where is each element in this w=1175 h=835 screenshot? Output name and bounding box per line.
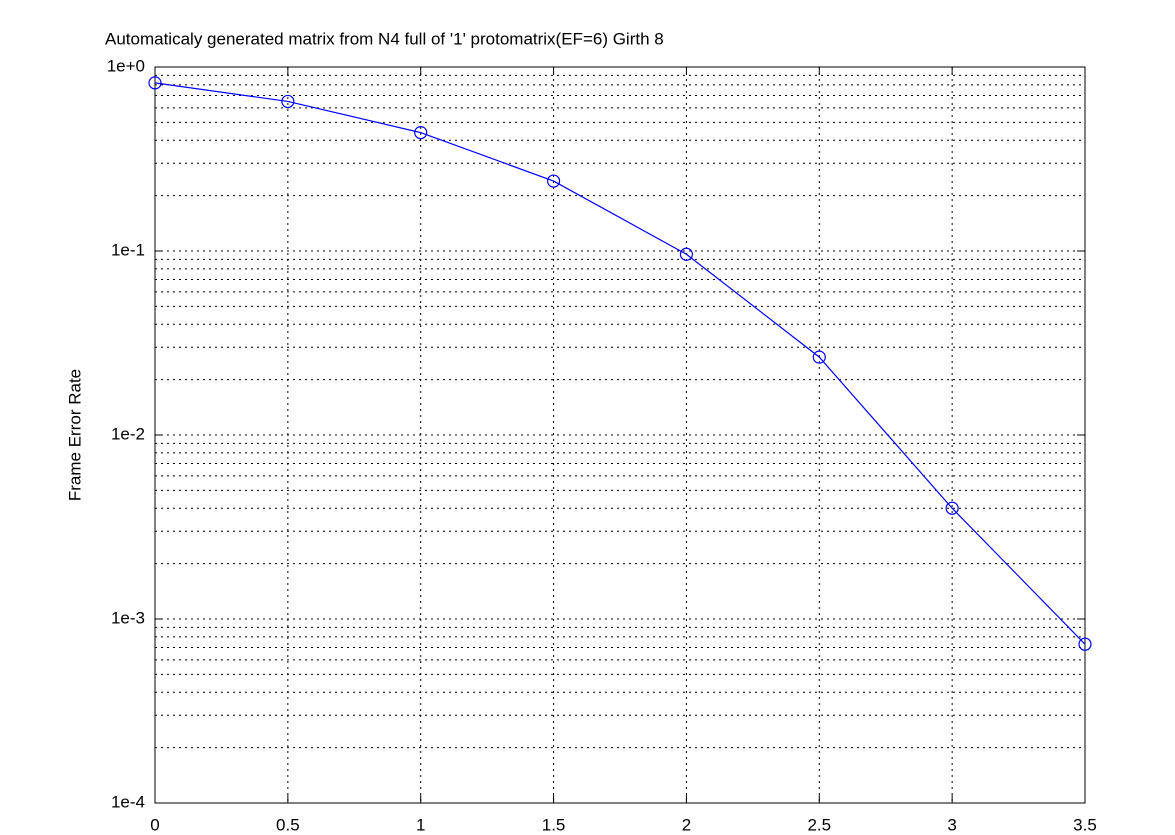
line [154,82,1086,645]
y-tick-label: 1e-4 [111,792,145,811]
marker [414,126,428,140]
marker [148,76,162,90]
x-tick-label: 1 [416,815,425,834]
marker [679,247,694,261]
marker [812,350,826,364]
plot-frame [154,66,1086,804]
marker [1078,637,1092,651]
y-tick-label: 1e-2 [111,424,145,443]
marker [546,174,561,188]
x-tick-label: 0.5 [276,815,300,834]
y-tick-label: 1e+0 [107,56,145,75]
marker [281,94,295,109]
x-tick-label: 3.5 [1073,815,1097,834]
y-tick-label: 1e-3 [111,608,145,627]
y-axis-label: Frame Error Rate [65,369,84,501]
x-tick-label: 1.5 [542,815,566,834]
x-tick-label: 0 [150,815,159,834]
x-tick-label: 2.5 [807,815,831,834]
y-tick-label: 1e-1 [111,240,145,259]
x-tick-label: 3 [947,815,956,834]
x-tick-label: 2 [682,815,691,834]
chart-title: Automaticaly generated matrix from N4 fu… [105,29,664,48]
marker [945,501,959,515]
